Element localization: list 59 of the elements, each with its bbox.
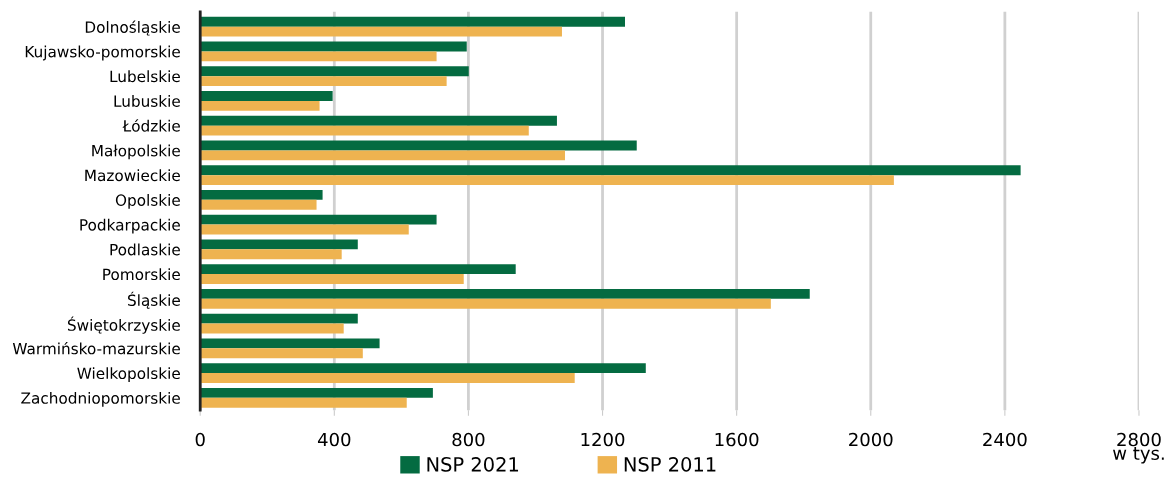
bar <box>200 199 317 210</box>
y-tick-label: Dolnośląskie <box>85 20 180 36</box>
legend-label: NSP 2021 <box>427 457 519 472</box>
bar <box>200 298 771 309</box>
bar <box>200 91 333 101</box>
bar <box>200 165 1021 176</box>
bar <box>200 397 407 408</box>
bar <box>200 214 437 225</box>
bar <box>200 175 894 186</box>
y-tick-label: Świętokrzyskie <box>67 316 180 334</box>
bar <box>200 387 433 398</box>
x-tick-label: 0 <box>195 432 205 447</box>
y-tick-label: Śląskie <box>128 291 180 309</box>
y-tick-label: Pomorskie <box>103 268 180 281</box>
bar <box>200 100 320 111</box>
bar <box>200 373 575 383</box>
bar <box>200 140 637 151</box>
bar <box>200 76 447 87</box>
bar <box>200 26 562 37</box>
x-tick-label: 1200 <box>581 432 625 447</box>
x-tick-label: 2800 <box>1117 432 1161 447</box>
y-tick-label: Podkarpackie <box>80 218 180 234</box>
y-tick-label: Łódzkie <box>122 119 180 132</box>
x-tick-label: 800 <box>452 432 485 447</box>
bar <box>200 239 358 250</box>
bar <box>200 323 344 334</box>
bar <box>200 264 516 275</box>
y-tick-label: Mazowieckie <box>85 169 180 182</box>
bar <box>200 66 469 77</box>
bar <box>200 363 646 374</box>
y-tick-label: Wielkopolskie <box>77 367 180 383</box>
y-tick-label: Podlaskie <box>110 243 180 256</box>
x-tick-label: 400 <box>317 432 351 447</box>
bar <box>200 274 464 284</box>
bar <box>200 338 380 349</box>
bar <box>200 313 358 324</box>
legend-label: NSP 2011 <box>624 457 716 472</box>
bar <box>200 115 557 126</box>
bar <box>200 41 467 52</box>
bar <box>200 189 323 200</box>
y-tick-label: Lubuskie <box>114 95 180 107</box>
bar <box>200 125 529 136</box>
bar <box>200 348 363 359</box>
bar <box>200 288 810 299</box>
bar <box>200 224 409 235</box>
text: w tys. <box>1113 447 1164 464</box>
bar <box>200 16 625 27</box>
x-tick-label: 2000 <box>849 432 893 447</box>
y-tick-label: Lubelskie <box>110 70 180 83</box>
y-tick-label: Małopolskie <box>92 144 180 160</box>
y-tick-label: Opolskie <box>115 194 180 209</box>
x-tick-label: 1600 <box>715 432 759 447</box>
x-tick-label: 2400 <box>983 432 1027 447</box>
bar <box>200 249 342 260</box>
bar <box>200 51 437 62</box>
y-tick-label: Warmińsko-mazurskie <box>12 341 180 355</box>
y-tick-label: Zachodniopomorskie <box>21 392 180 407</box>
y-tick-label: Kujawsko-pomorskie <box>25 45 180 61</box>
bar <box>200 150 565 161</box>
